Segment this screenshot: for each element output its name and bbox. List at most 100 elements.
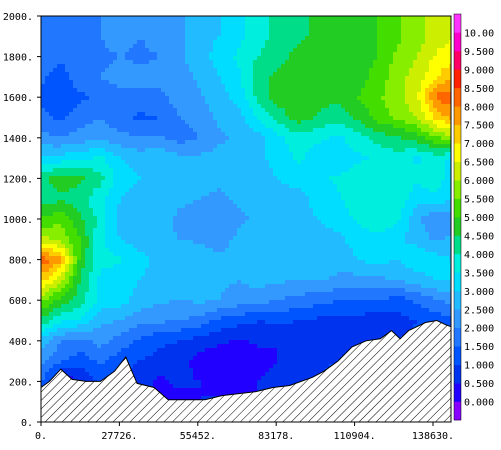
contour-cell bbox=[181, 252, 186, 257]
contour-cell bbox=[177, 280, 182, 285]
contour-cell bbox=[73, 244, 78, 249]
contour-cell bbox=[145, 256, 150, 261]
contour-cell bbox=[213, 268, 218, 273]
contour-cell bbox=[153, 196, 158, 201]
contour-cell bbox=[73, 84, 78, 89]
contour-cell bbox=[197, 212, 202, 217]
contour-cell bbox=[205, 392, 210, 397]
contour-cell bbox=[153, 52, 158, 57]
contour-cell bbox=[133, 240, 138, 245]
contour-cell bbox=[81, 320, 86, 325]
contour-cell bbox=[113, 56, 118, 61]
contour-cell bbox=[81, 116, 86, 121]
contour-cell bbox=[213, 72, 218, 77]
contour-cell bbox=[117, 268, 122, 273]
contour-cell bbox=[41, 72, 46, 77]
contour-cell bbox=[45, 160, 50, 165]
contour-cell bbox=[65, 136, 70, 141]
contour-cell bbox=[117, 208, 122, 213]
contour-cell bbox=[101, 88, 106, 93]
contour-cell bbox=[149, 300, 154, 305]
contour-cell bbox=[221, 280, 226, 285]
contour-cell bbox=[193, 224, 198, 229]
contour-cell bbox=[49, 352, 54, 357]
contour-cell bbox=[41, 308, 46, 313]
contour-cell bbox=[217, 264, 222, 269]
contour-cell bbox=[161, 284, 166, 289]
contour-cell bbox=[85, 204, 90, 209]
contour-cell bbox=[233, 80, 238, 85]
contour-cell bbox=[197, 68, 202, 73]
contour-cell bbox=[169, 144, 174, 149]
contour-cell bbox=[161, 232, 166, 237]
contour-cell bbox=[217, 160, 222, 165]
contour-cell bbox=[113, 276, 118, 281]
contour-cell bbox=[113, 252, 118, 257]
contour-cell bbox=[205, 344, 210, 349]
contour-cell bbox=[85, 156, 90, 161]
contour-cell bbox=[145, 172, 150, 177]
contour-cell bbox=[133, 72, 138, 77]
contour-cell bbox=[81, 288, 86, 293]
contour-cell bbox=[69, 144, 74, 149]
contour-cell bbox=[93, 52, 98, 57]
contour-cell bbox=[65, 360, 70, 365]
contour-cell bbox=[117, 40, 122, 45]
contour-cell bbox=[229, 56, 234, 61]
contour-cell bbox=[233, 52, 238, 57]
contour-cell bbox=[165, 120, 170, 125]
contour-cell bbox=[73, 172, 78, 177]
contour-cell bbox=[69, 24, 74, 29]
contour-cell bbox=[121, 188, 126, 193]
contour-cell bbox=[193, 212, 198, 217]
contour-cell bbox=[205, 92, 210, 97]
contour-cell bbox=[77, 44, 82, 49]
contour-cell bbox=[113, 340, 118, 345]
contour-cell bbox=[49, 288, 54, 293]
contour-cell bbox=[129, 124, 134, 129]
contour-cell bbox=[133, 312, 138, 317]
contour-cell bbox=[149, 60, 154, 65]
contour-cell bbox=[69, 108, 74, 113]
contour-cell bbox=[193, 156, 198, 161]
contour-cell bbox=[133, 360, 138, 365]
contour-cell bbox=[73, 228, 78, 233]
contour-cell bbox=[93, 324, 98, 329]
contour-cell bbox=[141, 96, 146, 101]
contour-cell bbox=[97, 168, 102, 173]
contour-cell bbox=[193, 236, 198, 241]
contour-cell bbox=[113, 292, 118, 297]
contour-cell bbox=[181, 48, 186, 53]
contour-cell bbox=[169, 116, 174, 121]
contour-cell bbox=[165, 152, 170, 157]
contour-cell bbox=[201, 60, 206, 65]
contour-cell bbox=[233, 224, 238, 229]
contour-cell bbox=[201, 16, 206, 21]
contour-cell bbox=[137, 28, 142, 33]
contour-cell bbox=[217, 304, 222, 309]
contour-cell bbox=[197, 248, 202, 253]
contour-cell bbox=[213, 328, 218, 333]
contour-cell bbox=[73, 328, 78, 333]
contour-cell bbox=[197, 108, 202, 113]
contour-cell bbox=[45, 236, 50, 241]
contour-cell bbox=[209, 312, 214, 317]
contour-cell bbox=[185, 268, 190, 273]
contour-cell bbox=[157, 84, 162, 89]
contour-cell bbox=[81, 324, 86, 329]
contour-cell bbox=[45, 276, 50, 281]
contour-cell bbox=[137, 188, 142, 193]
contour-cell bbox=[169, 92, 174, 97]
contour-cell bbox=[173, 212, 178, 217]
contour-cell bbox=[61, 360, 66, 365]
contour-cell bbox=[185, 104, 190, 109]
contour-cell bbox=[209, 56, 214, 61]
contour-cell bbox=[209, 284, 214, 289]
contour-cell bbox=[93, 40, 98, 45]
contour-cell bbox=[161, 84, 166, 89]
contour-cell bbox=[217, 308, 222, 313]
contour-cell bbox=[141, 56, 146, 61]
contour-cell bbox=[149, 308, 154, 313]
contour-cell bbox=[137, 144, 142, 149]
contour-cell bbox=[105, 32, 110, 37]
